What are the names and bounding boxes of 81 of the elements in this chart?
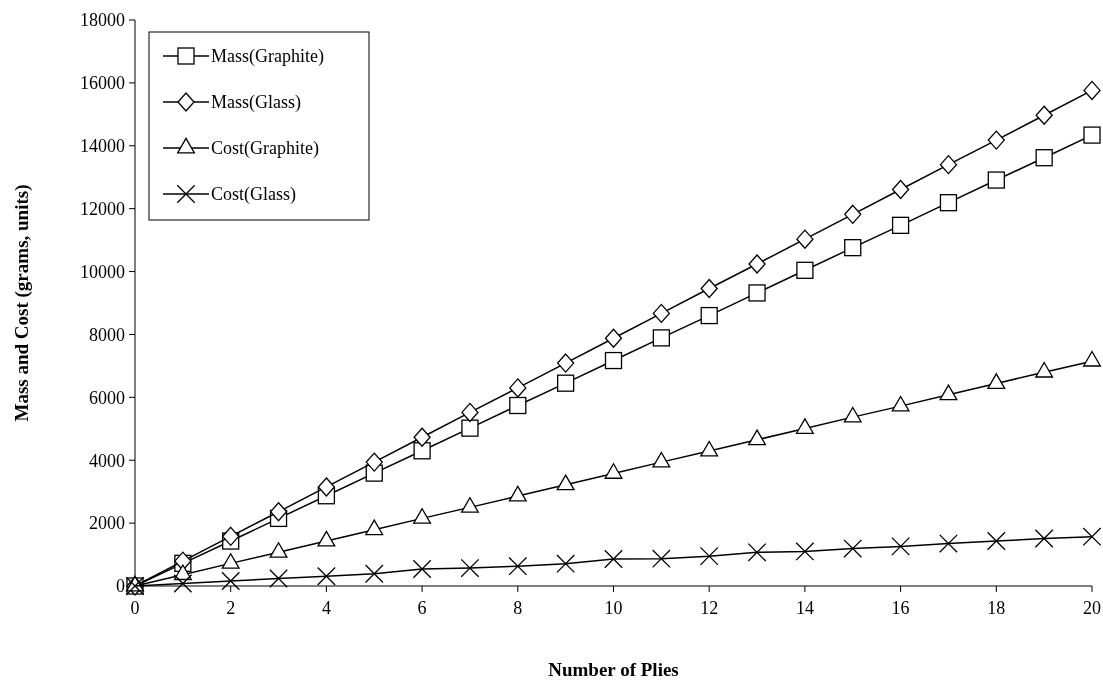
- point: [269, 569, 288, 588]
- point: [987, 130, 1005, 150]
- point: [509, 378, 527, 398]
- point: [844, 204, 862, 224]
- y-tick-label: 18000: [80, 10, 125, 31]
- y-tick-label: 12000: [80, 198, 125, 219]
- legend-label: Cost(Glass): [211, 184, 296, 206]
- x-tick-label: 12: [700, 598, 719, 618]
- point: [796, 261, 814, 279]
- x-tick-label: 2: [226, 598, 236, 618]
- x-tick-label: 14: [795, 598, 814, 618]
- point: [412, 559, 432, 579]
- point: [604, 328, 623, 348]
- y-tick-label: 14000: [80, 136, 125, 157]
- point: [317, 477, 336, 497]
- x-tick-label: 8: [513, 598, 523, 618]
- x-tick-label: 10: [604, 598, 623, 618]
- point: [604, 549, 623, 569]
- point: [556, 554, 576, 574]
- point: [939, 534, 958, 553]
- point: [747, 542, 767, 562]
- y-tick-label: 8000: [89, 324, 125, 345]
- point: [986, 531, 1006, 551]
- x-tick-label: 6: [417, 598, 427, 618]
- y-tick-label: 16000: [80, 73, 125, 94]
- point: [844, 239, 862, 257]
- point: [700, 306, 718, 325]
- point: [700, 278, 718, 299]
- point: [222, 526, 240, 546]
- point: [939, 154, 958, 175]
- y-tick-label: 4000: [89, 450, 125, 471]
- point: [652, 303, 670, 324]
- point: [364, 564, 384, 584]
- point: [987, 171, 1005, 189]
- point: [413, 442, 431, 460]
- y-tick-label: 10000: [80, 261, 125, 282]
- point: [939, 194, 958, 212]
- point: [509, 396, 527, 415]
- point: [891, 216, 910, 234]
- point: [317, 566, 336, 586]
- y-tick-label: 6000: [89, 387, 125, 408]
- legend-label: Mass(Graphite): [211, 46, 324, 68]
- x-tick-label: 4: [321, 598, 331, 618]
- y-axis-title: Mass and Cost (grams, units): [11, 184, 33, 422]
- point: [221, 571, 241, 591]
- legend-label: Cost(Graphite): [211, 138, 319, 160]
- point: [1035, 149, 1053, 167]
- y-tick-label: 2000: [89, 513, 125, 534]
- point: [1083, 80, 1101, 101]
- x-axis-title: Number of Plies: [548, 659, 679, 680]
- point: [1034, 529, 1054, 548]
- point: [1083, 126, 1101, 144]
- x-tick-label: 18: [987, 598, 1006, 618]
- point: [891, 179, 910, 200]
- point: [604, 351, 623, 370]
- point: [1082, 527, 1102, 546]
- point: [652, 329, 670, 347]
- point: [796, 229, 814, 249]
- point: [460, 558, 480, 578]
- point: [413, 427, 431, 447]
- legend-label: Mass(Glass): [211, 92, 301, 114]
- y-tick-label: 0: [116, 576, 125, 597]
- point: [269, 502, 288, 522]
- x-tick-label: 0: [130, 598, 140, 618]
- point: [365, 452, 383, 472]
- point: [843, 539, 863, 558]
- point: [508, 556, 528, 576]
- point: [557, 374, 575, 392]
- point: [651, 549, 671, 569]
- point: [173, 574, 193, 593]
- point: [748, 284, 766, 302]
- point: [461, 402, 479, 423]
- point: [795, 542, 815, 561]
- x-tick-label: 20: [1083, 598, 1101, 618]
- point: [461, 419, 479, 437]
- point: [1035, 105, 1053, 125]
- point: [748, 254, 766, 274]
- point: [891, 537, 910, 556]
- x-tick-label: 16: [891, 598, 910, 618]
- point: [699, 546, 719, 566]
- point: [557, 353, 575, 373]
